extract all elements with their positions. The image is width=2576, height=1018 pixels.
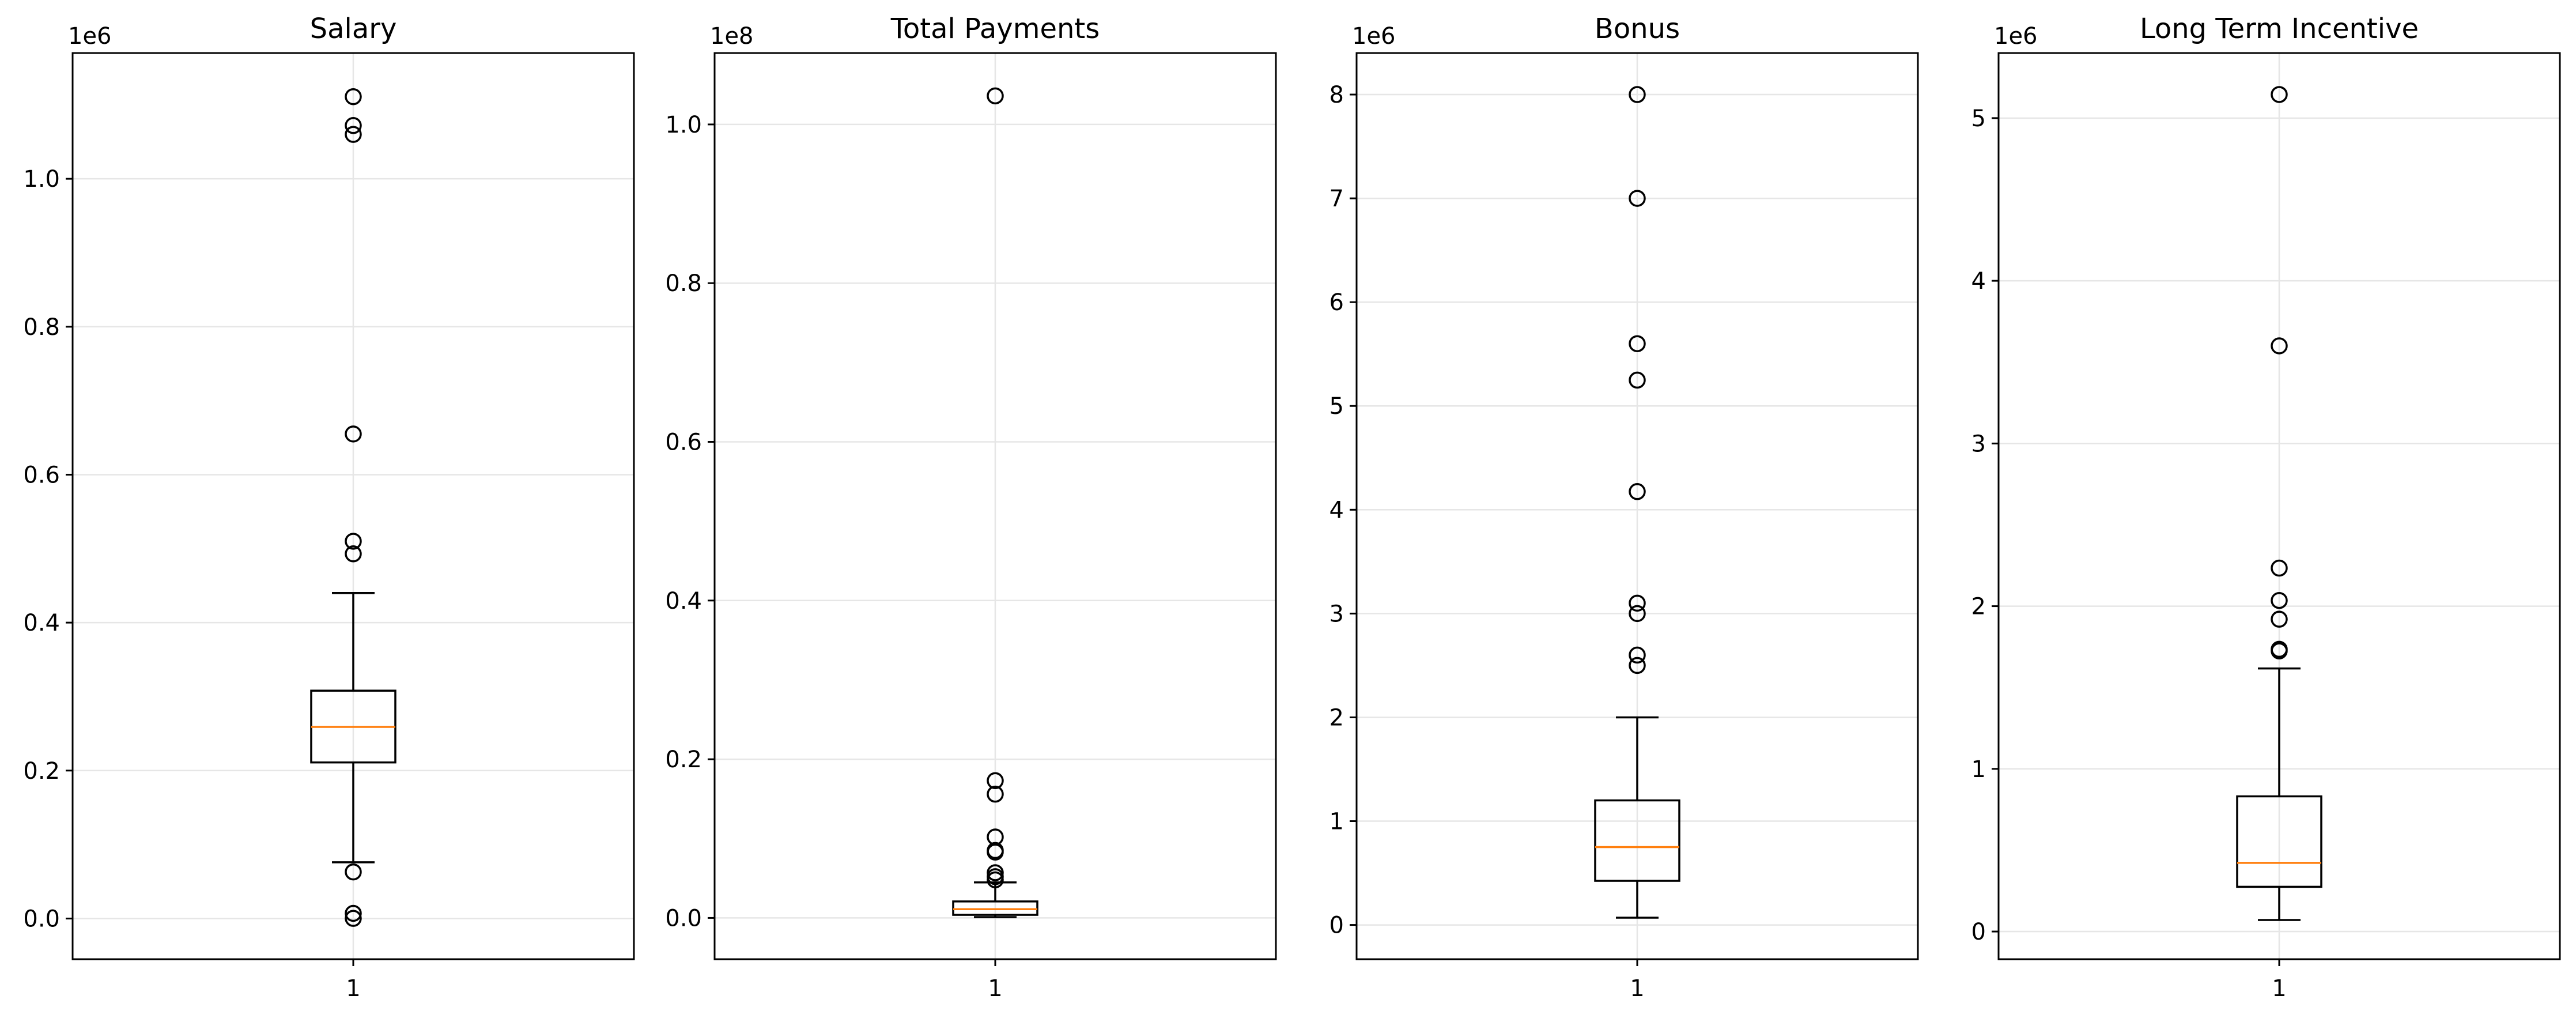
box-iqr	[1594, 799, 1680, 882]
outlier-point	[2271, 642, 2288, 659]
box-iqr	[952, 900, 1038, 916]
outlier-point	[1629, 646, 1646, 664]
outlier-point	[345, 425, 362, 443]
outlier-point	[987, 871, 1004, 889]
outlier-point	[345, 863, 362, 881]
axis-scale-label: 1e6	[1352, 23, 1396, 50]
y-tick-label: 0.6	[665, 429, 702, 456]
subplot-3: 0 1 2 3 4 5 6 7 8 1 1e6 Bonus	[1329, 13, 1919, 1002]
y-tick-label: 0.4	[665, 588, 702, 614]
outlier-point	[1629, 371, 1646, 389]
axis-scale-label: 1e8	[710, 23, 754, 50]
outlier-point	[987, 843, 1004, 861]
y-tick-label: 4	[1329, 497, 1344, 523]
y-tick-label: 4	[1971, 268, 1986, 295]
x-tick-label: 1	[346, 975, 360, 1002]
y-tick-label: 3	[1329, 601, 1344, 627]
outlier-point	[345, 88, 362, 105]
subplot-title: Salary	[310, 13, 397, 45]
y-tick-label: 0	[1329, 913, 1344, 939]
outlier-point	[1629, 190, 1646, 207]
subplot-title: Total Payments	[890, 13, 1100, 45]
y-tick-label: 0.0	[23, 906, 60, 932]
y-tick-label: 0.8	[23, 314, 60, 341]
outlier-point	[987, 785, 1004, 803]
y-tick-label: 1.0	[665, 112, 702, 138]
outlier-point	[345, 126, 362, 143]
subplot-title: Long Term Incentive	[2140, 13, 2419, 45]
outlier-point	[1629, 86, 1646, 103]
axis-scale-label: 1e6	[1994, 23, 2038, 50]
y-tick-label: 8	[1329, 82, 1344, 108]
outlier-point	[987, 772, 1004, 790]
outlier-point	[2271, 591, 2288, 609]
y-tick-label: 0.2	[23, 758, 60, 785]
box-iqr	[2236, 795, 2322, 888]
outlier-point	[345, 910, 362, 927]
y-tick-label: 1	[1329, 809, 1344, 835]
outlier-point	[345, 117, 362, 134]
outlier-point	[1629, 657, 1646, 674]
axis-scale-label: 1e6	[68, 23, 112, 50]
y-tick-label: 1	[1971, 756, 1986, 783]
y-tick-label: 5	[1329, 393, 1344, 420]
y-tick-label: 6	[1329, 289, 1344, 316]
y-tick-label: 0.4	[23, 610, 60, 636]
y-tick-label: 0.0	[665, 905, 702, 932]
y-tick-label: 0.2	[665, 746, 702, 773]
outlier-point	[2271, 610, 2288, 628]
y-tick-label: 3	[1971, 431, 1986, 457]
y-tick-label: 0.6	[23, 462, 60, 488]
y-tick-label: 0.8	[665, 270, 702, 297]
x-tick-label: 1	[2272, 975, 2286, 1002]
subplots: 0.0 0.2 0.4 0.6 0.8 1.0 1 1e6 Salary 0.0 0.2 0.4 0.6…	[23, 13, 2561, 1002]
y-tick-label: 2	[1971, 594, 1986, 620]
outlier-point	[1629, 605, 1646, 623]
y-tick-label: 0	[1971, 919, 1986, 945]
x-tick-label: 1	[1630, 975, 1644, 1002]
outlier-point	[2271, 559, 2288, 577]
outlier-point	[345, 904, 362, 922]
outlier-point	[345, 545, 362, 563]
outlier-point	[2271, 86, 2288, 103]
y-tick-label: 7	[1329, 186, 1344, 212]
y-tick-label: 2	[1329, 704, 1344, 731]
outlier-point	[1629, 335, 1646, 352]
outlier-point	[1629, 594, 1646, 612]
x-tick-label: 1	[988, 975, 1002, 1002]
outlier-point	[2271, 337, 2288, 355]
outlier-point	[987, 87, 1004, 105]
y-tick-label: 5	[1971, 105, 1986, 132]
subplot-4: 0 1 2 3 4 5 1 1e6 Long Term Incentive	[1971, 13, 2561, 1002]
outlier-point	[345, 533, 362, 550]
subplot-1: 0.0 0.2 0.4 0.6 0.8 1.0 1 1e6 Salary	[23, 13, 635, 1002]
subplot-2: 0.0 0.2 0.4 0.6 0.8 1.0 1 1e8 Total Payments	[665, 13, 1277, 1002]
y-tick-label: 1.0	[23, 166, 60, 193]
outlier-point	[1629, 483, 1646, 500]
subplot-title: Bonus	[1595, 13, 1680, 45]
